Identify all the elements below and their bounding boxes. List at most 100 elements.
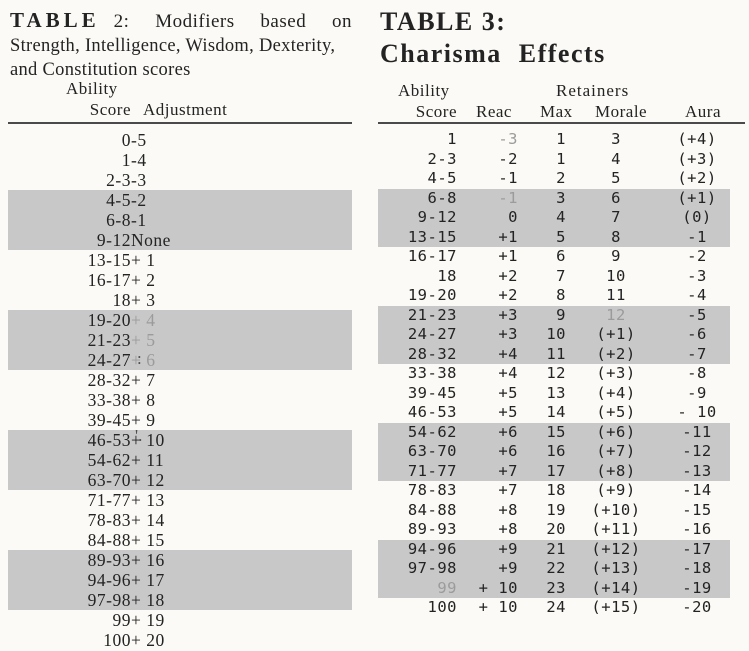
retainers-morale-cell: (+6): [596, 422, 636, 441]
table3-title: TABLE 3: Charisma Effects: [380, 6, 606, 70]
ability-score-cell: 6-8: [106, 210, 131, 230]
ability-score-cell: 1: [121, 150, 131, 170]
adjustment-cell: + 9: [131, 410, 156, 430]
aura-cell: - 10: [677, 403, 717, 421]
spacer-cell: [293, 250, 352, 270]
table2-header-ability: Ability: [66, 79, 118, 98]
retainers-morale-cell: (+2): [596, 344, 636, 363]
table-row: 97-98 +9 22 (+13) -18: [378, 559, 730, 579]
table3-header-retainers: Retainers: [556, 81, 630, 100]
adjustment-cell: + 18: [131, 590, 165, 610]
adjustment-cell: + 8: [131, 390, 156, 410]
retainers-morale-cell: (+15): [591, 598, 641, 616]
table-row: 84-88 + 15: [8, 530, 352, 550]
retainers-max-cell: 6: [556, 247, 566, 265]
adjustment-cell: + 3: [131, 290, 156, 310]
retainers-morale-cell: (+1): [596, 325, 636, 343]
retainers-max-cell: 13: [546, 383, 566, 402]
ability-score-cell: 71-77: [407, 461, 457, 480]
table-row: 78-83 + 14: [8, 510, 352, 530]
retainers-max-cell: 10: [546, 325, 566, 343]
retainers-max-cell: 22: [546, 559, 566, 577]
adjustment-cell: + 7: [131, 370, 156, 390]
table-row: 18 +2 7 10 -3: [378, 267, 730, 287]
table-row: 16-17 +1 6 9 -2: [378, 247, 730, 267]
retainers-max-cell: 16: [546, 442, 566, 460]
table3-header-score: Score: [415, 102, 457, 121]
retainers-max-cell: 24: [546, 598, 566, 616]
ability-score-cell: 63-70: [87, 470, 131, 490]
spacer-cell: [293, 430, 352, 450]
aura-cell: -8: [687, 364, 707, 382]
aura-cell: -13: [682, 461, 712, 480]
ability-score-cell: 9-12: [96, 230, 131, 250]
adjustment-cell: + 5: [131, 330, 156, 350]
ability-score-cell: 24-27: [407, 325, 457, 343]
table3-header-morale: Morale: [595, 102, 648, 121]
reaction-cell: +6: [498, 442, 518, 460]
retainers-max-cell: 1: [556, 149, 566, 168]
retainers-max-cell: 20: [546, 520, 566, 538]
aura-cell: -2: [687, 247, 707, 265]
ability-score-cell: 28-32: [87, 370, 131, 390]
reaction-cell: +3: [498, 305, 518, 324]
spacer-cell: [293, 390, 352, 410]
retainers-max-cell: 18: [546, 481, 566, 499]
table-row: 21-23 + 5: [8, 330, 352, 350]
table2-header-adjustment: Adjustment: [143, 100, 228, 119]
table-row: 97-98 + 18: [8, 590, 352, 610]
ability-score-cell: 94-96: [407, 539, 457, 558]
adjustment-cell: -3: [131, 170, 147, 190]
scan-artifact-colon: :: [137, 349, 142, 368]
aura-cell: -4: [687, 286, 707, 304]
spacer-cell: [293, 210, 352, 230]
table-row: 100 + 10 24 (+15) -20: [378, 598, 730, 618]
retainers-morale-cell: (+14): [591, 578, 641, 597]
table2-title-line3: and Constitution scores: [10, 59, 191, 80]
ability-score-cell: 89-93: [407, 520, 457, 538]
table2-title-rest: 2: Modifiers based on: [113, 11, 352, 32]
retainers-max-cell: 9: [556, 305, 566, 324]
adjustment-cell: + 20: [131, 630, 165, 650]
ability-score-cell: 99: [112, 610, 131, 630]
table2-title: TABLE 2: Modifiers based on Strength, In…: [10, 8, 352, 82]
ability-score-cell: 78-83: [407, 481, 457, 499]
table-row: 13-15 + 1: [8, 250, 352, 270]
ability-score-cell: 4-5: [427, 169, 457, 187]
table-row: 63-70 + 12: [8, 470, 352, 490]
table3-header-reac: Reac: [476, 102, 512, 121]
ability-score-cell: 9-12: [417, 208, 457, 226]
table-row: 100 + 20: [8, 630, 352, 650]
retainers-morale-cell: (+9): [596, 481, 636, 499]
adjustment-cell: + 13: [131, 490, 165, 510]
reaction-cell: +1: [498, 227, 518, 246]
retainers-max-cell: 8: [556, 286, 566, 304]
adjustment-cell: + 17: [131, 570, 165, 590]
retainers-morale-cell: (+11): [591, 520, 641, 538]
ability-score-cell: 63-70: [407, 442, 457, 460]
table3-title-line2: Charisma Effects: [380, 39, 606, 68]
reaction-cell: +9: [498, 559, 518, 577]
retainers-morale-cell: (+7): [596, 442, 636, 460]
ability-score-cell: 13-15: [407, 227, 457, 246]
aura-cell: -12: [682, 442, 712, 460]
reaction-cell: +5: [498, 383, 518, 402]
adjustment-cell: -4: [131, 150, 147, 170]
reaction-cell: +6: [498, 422, 518, 441]
table-row: 71-77 + 13: [8, 490, 352, 510]
retainers-morale-cell: (+5): [596, 403, 636, 421]
spacer-cell: [293, 530, 352, 550]
spacer-cell: [293, 590, 352, 610]
spacer-cell: [293, 510, 352, 530]
spacer-cell: [293, 330, 352, 350]
adjustment-cell: + 10: [131, 430, 165, 450]
aura-cell: -16: [682, 520, 712, 538]
adjustment-cell: + 14: [131, 510, 165, 530]
adjustment-cell: -2: [131, 190, 147, 210]
ability-score-cell: 84-88: [87, 530, 131, 550]
table-row: 28-32 + 7: [8, 370, 352, 390]
ability-score-cell: 100: [103, 630, 131, 650]
retainers-morale-cell: (+12): [591, 539, 641, 558]
adjustment-cell: -5: [131, 130, 147, 150]
table-row: 19-20 +2 8 11 -4: [378, 286, 730, 306]
